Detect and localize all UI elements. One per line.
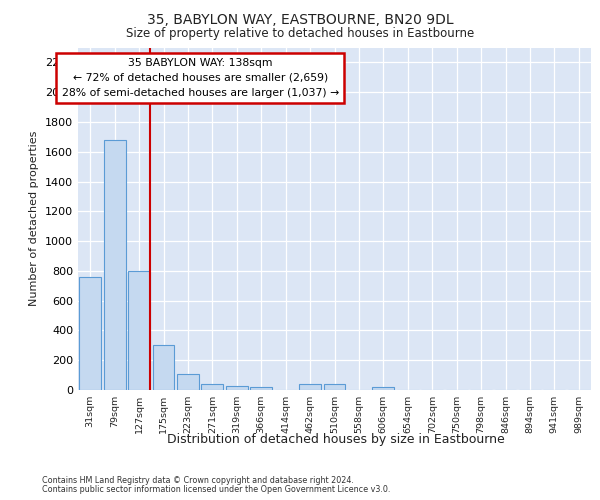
Bar: [373, 387, 394, 390]
Bar: [79, 277, 101, 390]
Bar: [177, 374, 199, 390]
Bar: [128, 271, 150, 390]
Text: 35 BABYLON WAY: 138sqm
← 72% of detached houses are smaller (2,659)
28% of semi-: 35 BABYLON WAY: 138sqm ← 72% of detached…: [62, 58, 339, 98]
Y-axis label: Number of detached properties: Number of detached properties: [29, 131, 40, 306]
Bar: [323, 384, 346, 390]
Text: Contains public sector information licensed under the Open Government Licence v3: Contains public sector information licen…: [42, 485, 391, 494]
Bar: [104, 140, 125, 390]
Bar: [250, 387, 272, 390]
Bar: [226, 386, 248, 390]
Text: 35, BABYLON WAY, EASTBOURNE, BN20 9DL: 35, BABYLON WAY, EASTBOURNE, BN20 9DL: [146, 12, 454, 26]
Bar: [299, 384, 321, 390]
Text: Size of property relative to detached houses in Eastbourne: Size of property relative to detached ho…: [126, 28, 474, 40]
Text: Contains HM Land Registry data © Crown copyright and database right 2024.: Contains HM Land Registry data © Crown c…: [42, 476, 354, 485]
Text: Distribution of detached houses by size in Eastbourne: Distribution of detached houses by size …: [167, 432, 505, 446]
Bar: [202, 384, 223, 390]
Bar: [152, 346, 175, 390]
